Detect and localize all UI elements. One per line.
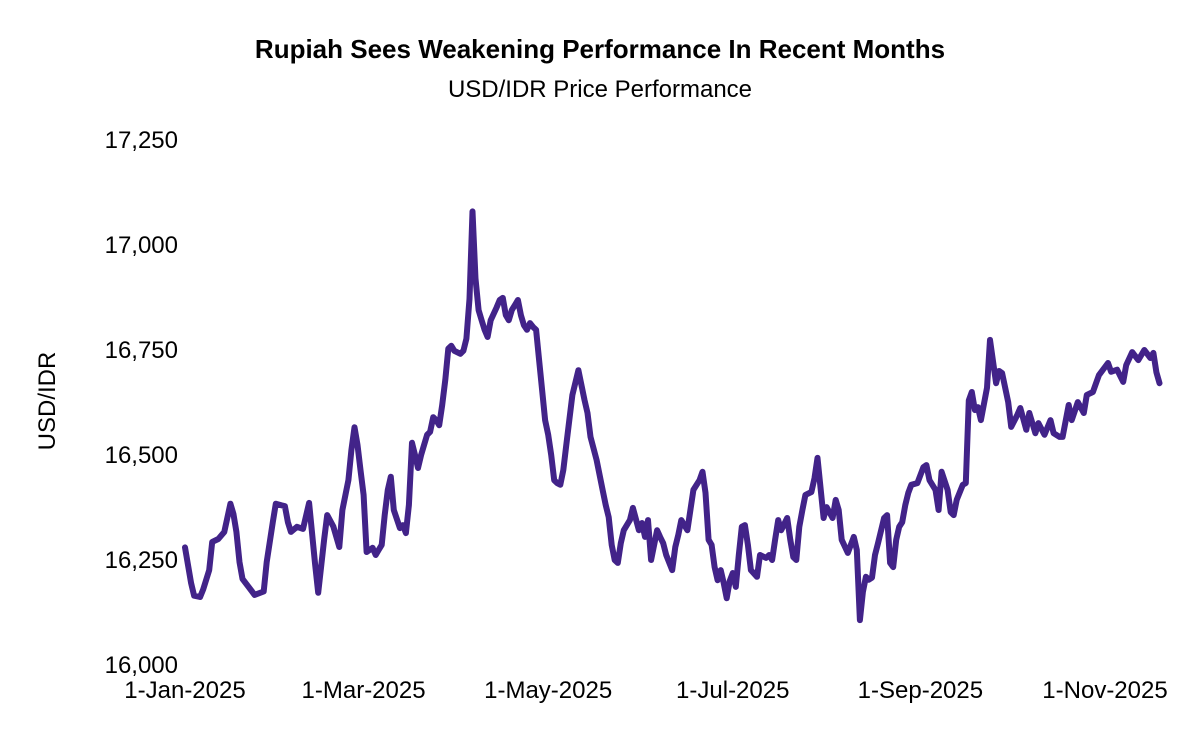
- x-axis-tick-label: 1-Jul-2025: [676, 677, 789, 704]
- x-axis-tick-label: 1-May-2025: [484, 677, 612, 704]
- y-axis-tick-label: 16,250: [105, 547, 178, 574]
- y-axis-tick-label: 16,000: [105, 652, 178, 679]
- x-axis-tick-label: 1-Jan-2025: [124, 677, 245, 704]
- chart-title: Rupiah Sees Weakening Performance In Rec…: [254, 34, 946, 64]
- y-axis-tick-label: 17,000: [105, 232, 178, 259]
- usdidr-price-line: [182, 208, 1163, 624]
- y-axis-tick-label: 16,500: [105, 442, 178, 469]
- x-axis-tick-label: 1-Nov-2025: [1042, 677, 1167, 704]
- x-axis-tick-label: 1-Mar-2025: [302, 677, 426, 704]
- chart-subtitle: USD/IDR Price Performance: [447, 76, 753, 103]
- x-axis-tick-label: 1-Sep-2025: [858, 677, 983, 704]
- y-axis-tick-label: 16,750: [105, 337, 178, 364]
- y-axis-tick-label: 17,250: [105, 127, 178, 154]
